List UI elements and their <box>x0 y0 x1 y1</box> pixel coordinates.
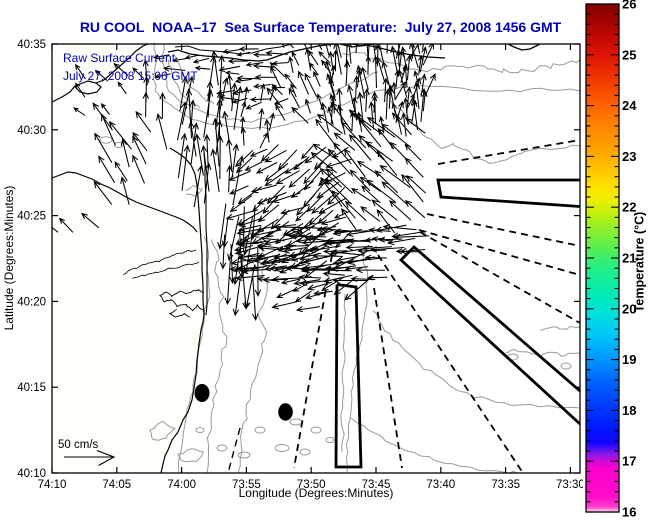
svg-text:74:00: 74:00 <box>167 479 196 491</box>
svg-text:73:40: 73:40 <box>426 479 455 491</box>
svg-text:Longitude (Degrees:Minutes): Longitude (Degrees:Minutes) <box>239 486 394 500</box>
svg-text:73:55: 73:55 <box>232 479 261 491</box>
svg-text:21: 21 <box>622 251 636 266</box>
svg-text:17: 17 <box>622 454 636 469</box>
svg-text:40:10: 40:10 <box>17 468 46 480</box>
svg-text:19: 19 <box>622 352 636 367</box>
svg-text:RU COOL NOAA–17 Sea Surface: RU COOL NOAA–17 Sea Surface Temperature:… <box>80 19 562 35</box>
svg-text:73:30: 73:30 <box>556 479 585 491</box>
svg-text:40:20: 40:20 <box>17 296 46 308</box>
svg-text:40:30: 40:30 <box>17 125 46 137</box>
svg-text:50 cm/s: 50 cm/s <box>58 439 99 451</box>
svg-text:26: 26 <box>622 0 636 12</box>
svg-text:16: 16 <box>622 505 636 519</box>
svg-text:74:10: 74:10 <box>38 479 67 491</box>
svg-text:40:25: 40:25 <box>17 211 46 223</box>
svg-text:74:05: 74:05 <box>102 479 131 491</box>
svg-text:18: 18 <box>622 403 636 418</box>
svg-text:25: 25 <box>622 47 636 62</box>
svg-text:40:35: 40:35 <box>17 39 46 51</box>
svg-text:24: 24 <box>622 98 637 113</box>
svg-text:July 27, 2008 15:00 GMT: July 27, 2008 15:00 GMT <box>63 69 198 83</box>
svg-text:73:45: 73:45 <box>362 479 391 491</box>
svg-text:73:50: 73:50 <box>297 479 326 491</box>
svg-text:73:35: 73:35 <box>491 479 520 491</box>
svg-text:23: 23 <box>622 149 636 164</box>
svg-text:40:15: 40:15 <box>17 382 46 394</box>
svg-text:Raw Surface Current: Raw Surface Current <box>63 51 176 65</box>
svg-text:22: 22 <box>622 200 636 215</box>
svg-text:20: 20 <box>622 301 636 316</box>
svg-text:Latitude (Degrees:Minutes): Latitude (Degrees:Minutes) <box>2 186 16 331</box>
svg-text:Temperature (°C): Temperature (°C) <box>633 212 647 313</box>
